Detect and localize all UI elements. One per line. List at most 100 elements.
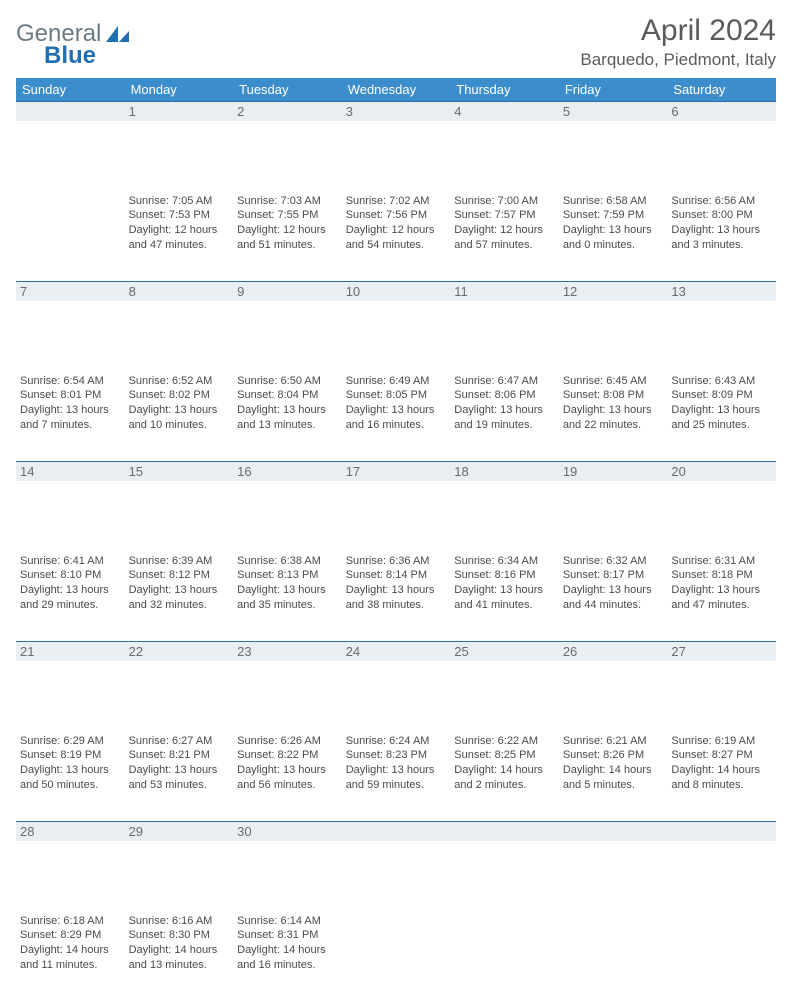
day-number: 14 (16, 462, 125, 481)
sunset: Sunset: 8:27 PM (671, 748, 772, 763)
sunset: Sunset: 8:18 PM (671, 568, 772, 583)
day-number: 26 (559, 642, 668, 661)
day-cell-num (16, 102, 125, 192)
daylight-1: Daylight: 12 hours (237, 223, 338, 238)
day-body: Sunrise: 6:32 AMSunset: 8:17 PMDaylight:… (559, 552, 668, 617)
weekday-header: Tuesday (233, 78, 342, 102)
day-cell-num: 12 (559, 282, 668, 372)
day-cell-body: Sunrise: 7:00 AMSunset: 7:57 PMDaylight:… (450, 192, 559, 282)
day-number: 22 (125, 642, 234, 661)
sunset: Sunset: 8:02 PM (129, 388, 230, 403)
sunset: Sunset: 7:57 PM (454, 208, 555, 223)
daylight-1: Daylight: 12 hours (129, 223, 230, 238)
day-cell-body: Sunrise: 6:49 AMSunset: 8:05 PMDaylight:… (342, 372, 451, 462)
daylight-2: and 50 minutes. (20, 778, 121, 793)
day-cell-num: 30 (233, 822, 342, 912)
day-body: Sunrise: 6:45 AMSunset: 8:08 PMDaylight:… (559, 372, 668, 437)
day-number: 7 (16, 282, 125, 301)
day-body: Sunrise: 6:24 AMSunset: 8:23 PMDaylight:… (342, 732, 451, 797)
sunset: Sunset: 8:12 PM (129, 568, 230, 583)
sunrise: Sunrise: 6:24 AM (346, 734, 447, 749)
day-cell-num: 7 (16, 282, 125, 372)
day-cell-num: 6 (667, 102, 776, 192)
daylight-2: and 47 minutes. (671, 598, 772, 613)
week-daynum-row: 14151617181920 (16, 462, 776, 552)
sunset: Sunset: 8:16 PM (454, 568, 555, 583)
location: Barquedo, Piedmont, Italy (580, 50, 776, 70)
weekday-header: Saturday (667, 78, 776, 102)
sunrise: Sunrise: 6:34 AM (454, 554, 555, 569)
daylight-1: Daylight: 13 hours (346, 403, 447, 418)
sunrise: Sunrise: 6:31 AM (671, 554, 772, 569)
weekday-header: Wednesday (342, 78, 451, 102)
sunset: Sunset: 8:25 PM (454, 748, 555, 763)
week-daynum-row: 282930 (16, 822, 776, 912)
day-body: Sunrise: 7:03 AMSunset: 7:55 PMDaylight:… (233, 192, 342, 257)
day-cell-body: Sunrise: 6:34 AMSunset: 8:16 PMDaylight:… (450, 552, 559, 642)
day-body: Sunrise: 7:05 AMSunset: 7:53 PMDaylight:… (125, 192, 234, 257)
day-body: Sunrise: 6:39 AMSunset: 8:12 PMDaylight:… (125, 552, 234, 617)
day-number: 4 (450, 102, 559, 121)
day-body: Sunrise: 7:00 AMSunset: 7:57 PMDaylight:… (450, 192, 559, 257)
daylight-2: and 47 minutes. (129, 238, 230, 253)
daylight-1: Daylight: 13 hours (671, 403, 772, 418)
day-cell-num: 21 (16, 642, 125, 732)
sunrise: Sunrise: 6:54 AM (20, 374, 121, 389)
day-number: 21 (16, 642, 125, 661)
day-body: Sunrise: 6:29 AMSunset: 8:19 PMDaylight:… (16, 732, 125, 797)
sunset: Sunset: 8:30 PM (129, 928, 230, 943)
day-body: Sunrise: 6:50 AMSunset: 8:04 PMDaylight:… (233, 372, 342, 437)
day-number: 12 (559, 282, 668, 301)
day-number: 15 (125, 462, 234, 481)
month-title: April 2024 (580, 14, 776, 48)
day-body: Sunrise: 6:52 AMSunset: 8:02 PMDaylight:… (125, 372, 234, 437)
daylight-1: Daylight: 14 hours (671, 763, 772, 778)
day-body: Sunrise: 6:31 AMSunset: 8:18 PMDaylight:… (667, 552, 776, 617)
daylight-1: Daylight: 13 hours (20, 763, 121, 778)
calendar-body: 123456 Sunrise: 7:05 AMSunset: 7:53 PMDa… (16, 102, 776, 1002)
day-number: 13 (667, 282, 776, 301)
day-cell-num: 5 (559, 102, 668, 192)
daylight-2: and 25 minutes. (671, 418, 772, 433)
daylight-1: Daylight: 13 hours (454, 403, 555, 418)
day-cell-num: 19 (559, 462, 668, 552)
daylight-2: and 19 minutes. (454, 418, 555, 433)
sunset: Sunset: 8:09 PM (671, 388, 772, 403)
daylight-1: Daylight: 13 hours (20, 403, 121, 418)
day-cell-num: 16 (233, 462, 342, 552)
daylight-2: and 16 minutes. (237, 958, 338, 973)
sunset: Sunset: 8:31 PM (237, 928, 338, 943)
daylight-1: Daylight: 13 hours (20, 583, 121, 598)
week-body-row: Sunrise: 6:41 AMSunset: 8:10 PMDaylight:… (16, 552, 776, 642)
sunrise: Sunrise: 6:32 AM (563, 554, 664, 569)
day-cell-body: Sunrise: 6:47 AMSunset: 8:06 PMDaylight:… (450, 372, 559, 462)
day-number: 28 (16, 822, 125, 841)
sunset: Sunset: 8:22 PM (237, 748, 338, 763)
day-cell-body (342, 912, 451, 1002)
day-cell-body (559, 912, 668, 1002)
day-body: Sunrise: 6:41 AMSunset: 8:10 PMDaylight:… (16, 552, 125, 617)
sunrise: Sunrise: 6:29 AM (20, 734, 121, 749)
sunrise: Sunrise: 6:49 AM (346, 374, 447, 389)
day-body: Sunrise: 6:47 AMSunset: 8:06 PMDaylight:… (450, 372, 559, 437)
day-cell-num: 13 (667, 282, 776, 372)
day-cell-body: Sunrise: 7:03 AMSunset: 7:55 PMDaylight:… (233, 192, 342, 282)
day-cell-num: 18 (450, 462, 559, 552)
daylight-1: Daylight: 14 hours (20, 943, 121, 958)
calendar: Sunday Monday Tuesday Wednesday Thursday… (16, 78, 776, 1002)
daylight-1: Daylight: 13 hours (671, 583, 772, 598)
day-cell-body: Sunrise: 6:19 AMSunset: 8:27 PMDaylight:… (667, 732, 776, 822)
sunrise: Sunrise: 6:22 AM (454, 734, 555, 749)
sunrise: Sunrise: 6:58 AM (563, 194, 664, 209)
day-cell-num: 28 (16, 822, 125, 912)
day-cell-num: 1 (125, 102, 234, 192)
day-number: 5 (559, 102, 668, 121)
weekday-header: Thursday (450, 78, 559, 102)
title-block: April 2024 Barquedo, Piedmont, Italy (580, 14, 776, 70)
daylight-2: and 13 minutes. (129, 958, 230, 973)
daylight-2: and 32 minutes. (129, 598, 230, 613)
day-cell-body (450, 912, 559, 1002)
day-body: Sunrise: 6:19 AMSunset: 8:27 PMDaylight:… (667, 732, 776, 797)
daylight-1: Daylight: 13 hours (346, 583, 447, 598)
daylight-1: Daylight: 13 hours (237, 583, 338, 598)
